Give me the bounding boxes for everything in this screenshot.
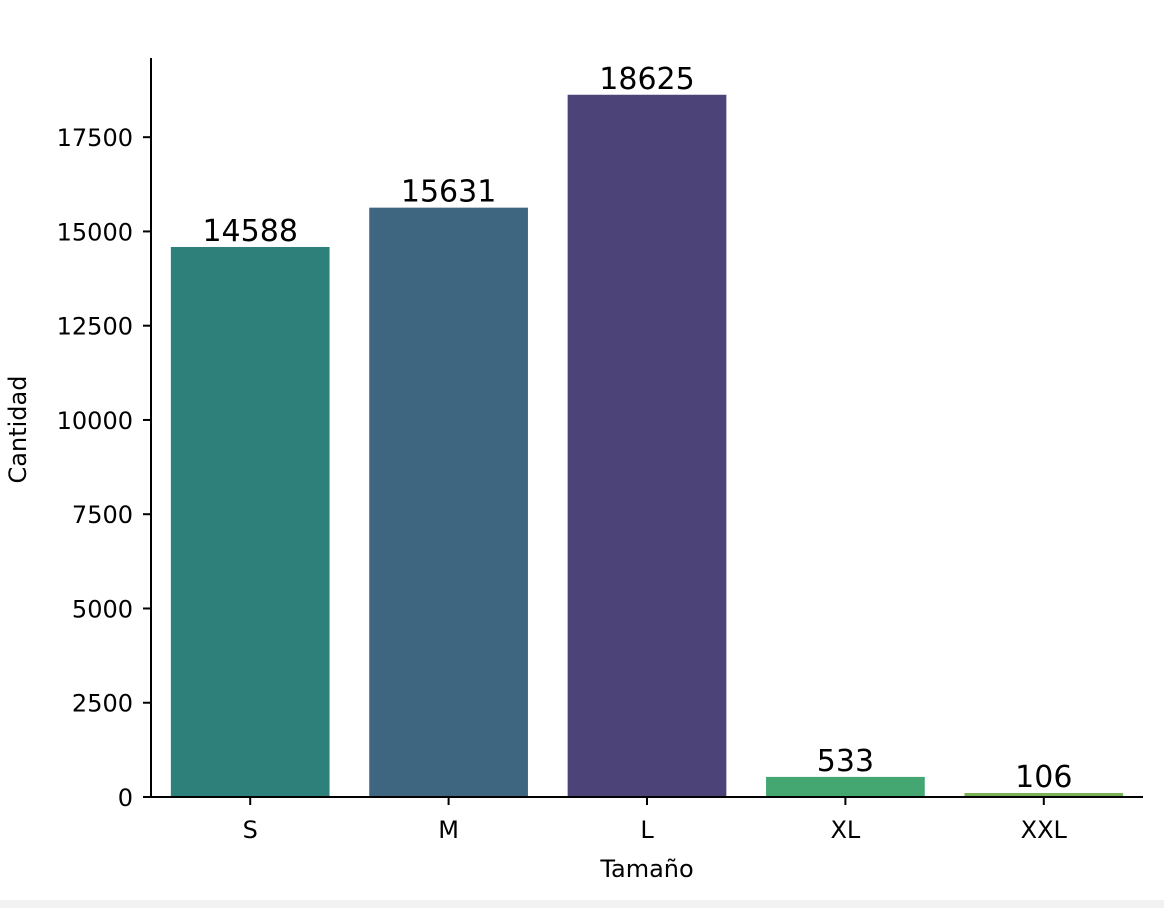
x-tick-label: XL (830, 816, 860, 844)
data-label-s: 14588 (202, 214, 297, 249)
y-tick-label: 5000 (72, 595, 133, 623)
x-tick-label: M (438, 816, 459, 844)
y-tick-label: 15000 (57, 218, 133, 246)
y-tick-label: 2500 (72, 690, 133, 718)
bars-group (170, 94, 1124, 798)
data-label-l: 18625 (599, 62, 694, 97)
y-tick-label: 0 (118, 784, 133, 812)
bar-m (369, 207, 528, 797)
x-tick-label: S (243, 816, 258, 844)
y-tick-label: 17500 (57, 124, 133, 152)
data-label-xxl: 106 (1015, 760, 1072, 795)
data-labels-group: 14588 15631 18625 533 106 (202, 62, 1072, 795)
y-axis: 0 2500 5000 7500 10000 12500 15000 17500 (57, 58, 152, 812)
x-tick-label: L (640, 816, 654, 844)
bar-s (170, 246, 330, 798)
y-axis-title: Cantidad (4, 376, 32, 484)
y-tick-label: 7500 (72, 501, 133, 529)
data-label-m: 15631 (401, 175, 496, 210)
x-axis-title: Tamaño (599, 855, 693, 883)
data-label-xl: 533 (817, 744, 874, 779)
y-tick-label: 12500 (57, 313, 133, 341)
bar-xl (766, 776, 925, 797)
bar-l (567, 94, 727, 798)
bar-xxl (964, 793, 1124, 797)
x-axis: S M L XL XXL (150, 796, 1143, 844)
x-tick-label: XXL (1021, 816, 1068, 844)
y-tick-label: 10000 (57, 407, 133, 435)
